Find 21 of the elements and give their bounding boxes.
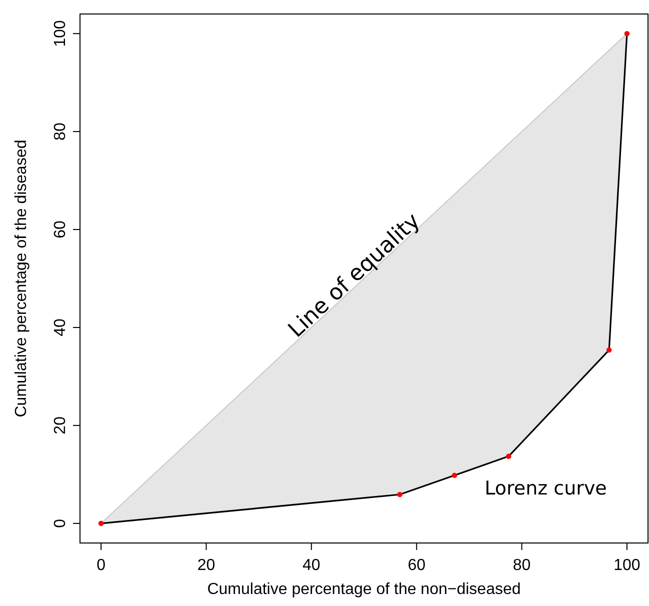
point [624, 30, 630, 36]
x-tick-label: 60 [408, 557, 426, 574]
y-tick-label: 40 [52, 318, 69, 336]
x-tick-label: 20 [197, 557, 216, 574]
point [397, 492, 402, 498]
y-tick-label: 80 [52, 122, 69, 140]
y-tick-label: 0 [52, 518, 69, 528]
y-tick-label: 100 [52, 20, 69, 47]
point [452, 472, 458, 478]
x-axis-title: Cumulative percentage of the non−diseased [207, 581, 521, 598]
y-axis-title: Cumulative percentage of the diseased [13, 140, 30, 418]
point [98, 520, 104, 526]
y-tick-label: 60 [52, 220, 69, 238]
x-tick-label: 0 [96, 557, 106, 574]
series-label: Lorenz curve [484, 477, 607, 500]
x-tick-label: 100 [614, 557, 640, 574]
x-tick-label: 80 [512, 557, 531, 574]
point [506, 454, 512, 459]
y-tick-label: 20 [52, 416, 69, 434]
point [606, 347, 612, 353]
x-tick-label: 40 [302, 557, 320, 574]
